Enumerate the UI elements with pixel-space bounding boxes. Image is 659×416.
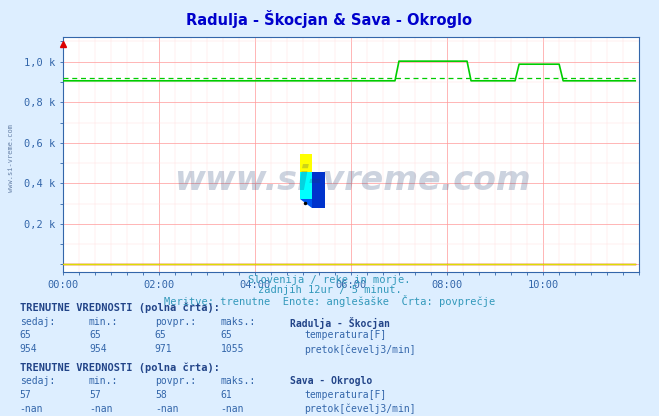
Text: -nan: -nan — [20, 404, 43, 414]
Text: temperatura[F]: temperatura[F] — [304, 330, 387, 340]
Text: 58: 58 — [155, 390, 167, 400]
Text: pretok[čevelj3/min]: pretok[čevelj3/min] — [304, 344, 416, 354]
Text: 954: 954 — [89, 344, 107, 354]
Text: maks.:: maks.: — [221, 376, 256, 386]
Text: zadnjih 12ur / 5 minut.: zadnjih 12ur / 5 minut. — [258, 285, 401, 295]
Text: sedaj:: sedaj: — [20, 376, 55, 386]
Text: Meritve: trenutne  Enote: anglešaške  Črta: povprečje: Meritve: trenutne Enote: anglešaške Črta… — [164, 295, 495, 307]
Bar — [312, 172, 325, 208]
Text: Slovenija / reke in morje.: Slovenija / reke in morje. — [248, 275, 411, 285]
Text: pretok[čevelj3/min]: pretok[čevelj3/min] — [304, 404, 416, 414]
Bar — [300, 154, 312, 172]
Text: 65: 65 — [221, 330, 233, 340]
Text: povpr.:: povpr.: — [155, 317, 196, 327]
Text: 61: 61 — [221, 390, 233, 400]
Text: 57: 57 — [89, 390, 101, 400]
Text: www.si-vreme.com: www.si-vreme.com — [174, 164, 531, 198]
Text: Sava - Okroglo: Sava - Okroglo — [290, 376, 372, 386]
Text: 65: 65 — [89, 330, 101, 340]
Text: 954: 954 — [20, 344, 38, 354]
Text: TRENUTNE VREDNOSTI (polna črta):: TRENUTNE VREDNOSTI (polna črta): — [20, 363, 219, 373]
Text: 971: 971 — [155, 344, 173, 354]
Text: -nan: -nan — [155, 404, 179, 414]
Text: -nan: -nan — [221, 404, 244, 414]
Text: Radulja - Škocjan & Sava - Okroglo: Radulja - Škocjan & Sava - Okroglo — [186, 10, 473, 28]
Text: min.:: min.: — [89, 376, 119, 386]
Text: sedaj:: sedaj: — [20, 317, 55, 327]
Text: 65: 65 — [155, 330, 167, 340]
Text: maks.:: maks.: — [221, 317, 256, 327]
Text: Radulja - Škocjan: Radulja - Škocjan — [290, 317, 390, 329]
Text: TRENUTNE VREDNOSTI (polna črta):: TRENUTNE VREDNOSTI (polna črta): — [20, 303, 219, 313]
Text: 65: 65 — [20, 330, 32, 340]
Text: 57: 57 — [20, 390, 32, 400]
Text: min.:: min.: — [89, 317, 119, 327]
Text: www.si-vreme.com: www.si-vreme.com — [8, 124, 14, 192]
Polygon shape — [300, 199, 312, 208]
Text: povpr.:: povpr.: — [155, 376, 196, 386]
Bar — [300, 172, 312, 199]
Text: -nan: -nan — [89, 404, 113, 414]
Text: temperatura[F]: temperatura[F] — [304, 390, 387, 400]
Text: 1055: 1055 — [221, 344, 244, 354]
